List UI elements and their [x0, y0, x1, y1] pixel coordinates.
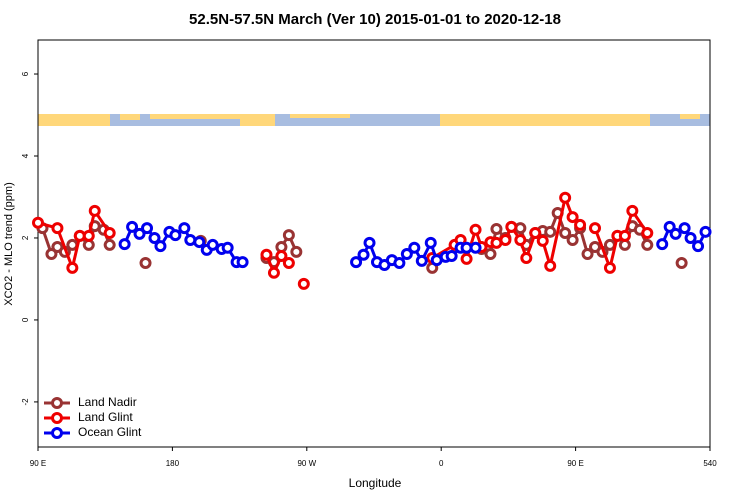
point [469, 223, 482, 236]
point [82, 229, 95, 242]
point [88, 204, 101, 217]
legend-label: Land Glint [78, 410, 133, 424]
point [514, 234, 527, 247]
point [490, 222, 503, 235]
chart-title: 52.5N-57.5N March (Ver 10) 2015-01-01 to… [189, 11, 561, 28]
point [499, 234, 512, 247]
point [221, 241, 234, 254]
point [536, 234, 549, 247]
point [148, 231, 161, 244]
land-mask-strip [38, 114, 710, 126]
point [260, 248, 273, 261]
point [350, 256, 363, 269]
point [589, 222, 602, 235]
y-tick-label: 6 [21, 71, 30, 76]
x-tick-label: 540 [703, 459, 717, 468]
legend-label: Ocean Glint [78, 425, 142, 439]
y-tick-label: 4 [21, 153, 30, 158]
point [544, 259, 557, 272]
point [675, 256, 688, 269]
point [178, 222, 191, 235]
point [460, 252, 473, 265]
point [357, 248, 370, 261]
legend-marker [51, 412, 63, 424]
point [529, 227, 542, 240]
point [574, 218, 587, 231]
point [699, 225, 712, 238]
point [656, 238, 669, 251]
plot-frame [37, 39, 711, 448]
point [141, 222, 154, 235]
point [282, 229, 295, 242]
point [424, 236, 437, 249]
point [297, 277, 310, 290]
x-tick-label: 90 W [297, 459, 316, 468]
point [484, 247, 497, 260]
point [282, 256, 295, 269]
point [445, 250, 458, 263]
point [408, 241, 421, 254]
point [559, 227, 572, 240]
point [66, 261, 79, 274]
y-tick-label: -2 [21, 398, 30, 406]
point [603, 261, 616, 274]
point [581, 247, 594, 260]
y-axis-label: XCO2 - MLO trend (ppm) [3, 182, 15, 305]
x-tick-label: 90 E [567, 459, 583, 468]
x-axis-label: Longitude [349, 476, 402, 490]
x-tick-label: 0 [439, 459, 444, 468]
legend-marker [51, 397, 63, 409]
point [415, 254, 428, 267]
point [169, 229, 182, 242]
point [126, 220, 139, 233]
point [51, 222, 64, 235]
point [393, 256, 406, 269]
point [544, 225, 557, 238]
point [669, 227, 682, 240]
point [206, 238, 219, 251]
x-tick-label: 90 E [30, 459, 46, 468]
legend-marker [51, 427, 63, 439]
point [275, 250, 288, 263]
point [663, 220, 676, 233]
point [566, 211, 579, 224]
point [133, 227, 146, 240]
point [641, 227, 654, 240]
x-tick-label: 180 [166, 459, 180, 468]
point [678, 222, 691, 235]
point [400, 247, 413, 260]
point [193, 236, 206, 249]
point [505, 220, 518, 233]
point [559, 191, 572, 204]
point [641, 238, 654, 251]
point [118, 238, 131, 251]
point [520, 252, 533, 265]
point [154, 240, 167, 253]
point [618, 229, 631, 242]
point [267, 266, 280, 279]
point [236, 256, 249, 269]
point [684, 231, 697, 244]
legend-label: Land Nadir [78, 395, 137, 409]
point [103, 227, 116, 240]
point [469, 241, 482, 254]
point [692, 240, 705, 253]
point [45, 247, 58, 260]
y-tick-label: 2 [21, 235, 30, 240]
point [32, 216, 44, 229]
point [566, 234, 579, 247]
point [139, 256, 152, 269]
point [363, 236, 376, 249]
point [103, 238, 116, 251]
point [626, 204, 639, 217]
point [290, 245, 303, 258]
y-tick-label: 0 [21, 317, 30, 322]
